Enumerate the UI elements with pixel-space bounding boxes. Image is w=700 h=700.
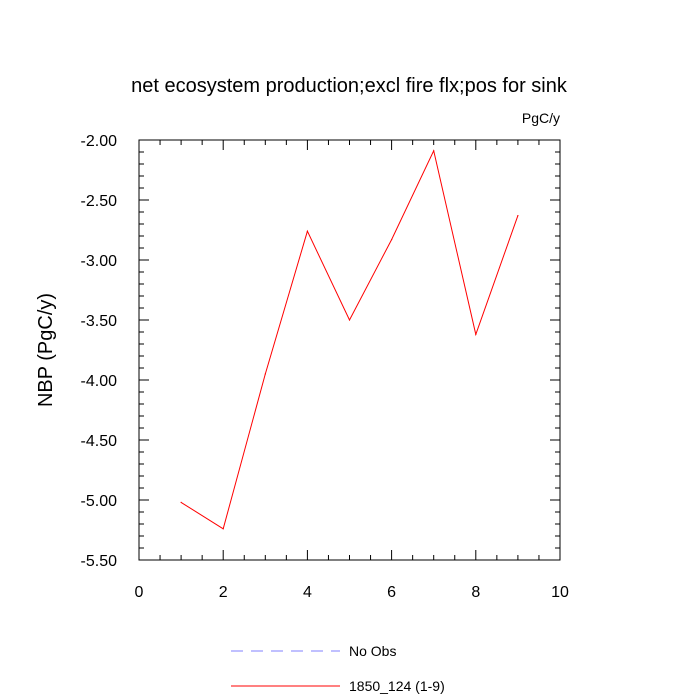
data-point xyxy=(433,150,435,152)
y-tick-label: -5.00 xyxy=(81,493,118,510)
data-point xyxy=(391,239,393,241)
legend-label: 1850_124 (1-9) xyxy=(349,678,445,694)
data-point xyxy=(264,373,266,375)
y-tick-label: -3.00 xyxy=(81,253,118,270)
y-tick-label: -4.00 xyxy=(81,373,118,390)
y-axis-label: NBP (PgC/y) xyxy=(35,293,57,407)
series-line xyxy=(180,149,519,530)
y-tick-label: -5.50 xyxy=(81,553,118,570)
axis-tick-labels: 0 2 4 6 8 10 -2.00 -2.50 -3.00 -3.50 -4.00 -4.50 -5.… xyxy=(81,133,569,601)
chart-title: net ecosystem production;excl fire flx;p… xyxy=(131,75,568,97)
data-point xyxy=(306,230,308,232)
y-tick-label: -3.50 xyxy=(81,313,118,330)
data-point xyxy=(222,528,224,530)
data-point xyxy=(348,319,351,321)
x-tick-label: 10 xyxy=(551,584,569,601)
x-tick-label: 0 xyxy=(135,584,144,601)
x-tick-label: 2 xyxy=(219,584,228,601)
legend: No Obs 1850_124 (1-9) xyxy=(231,643,445,694)
y-tick-label: -2.00 xyxy=(81,133,118,150)
x-tick-label: 6 xyxy=(387,584,396,601)
x-tick-label: 4 xyxy=(303,584,312,601)
data-point xyxy=(517,215,519,217)
axis-ticks xyxy=(138,139,561,561)
plot-frame xyxy=(138,139,561,561)
data-point xyxy=(180,501,182,503)
x-tick-label: 8 xyxy=(471,584,480,601)
legend-label: No Obs xyxy=(349,643,396,659)
y-tick-label: -2.50 xyxy=(81,193,118,210)
data-point xyxy=(475,333,477,335)
units-label: PgC/y xyxy=(522,110,560,126)
y-tick-label: -4.50 xyxy=(81,433,118,450)
series-lines xyxy=(180,149,519,530)
